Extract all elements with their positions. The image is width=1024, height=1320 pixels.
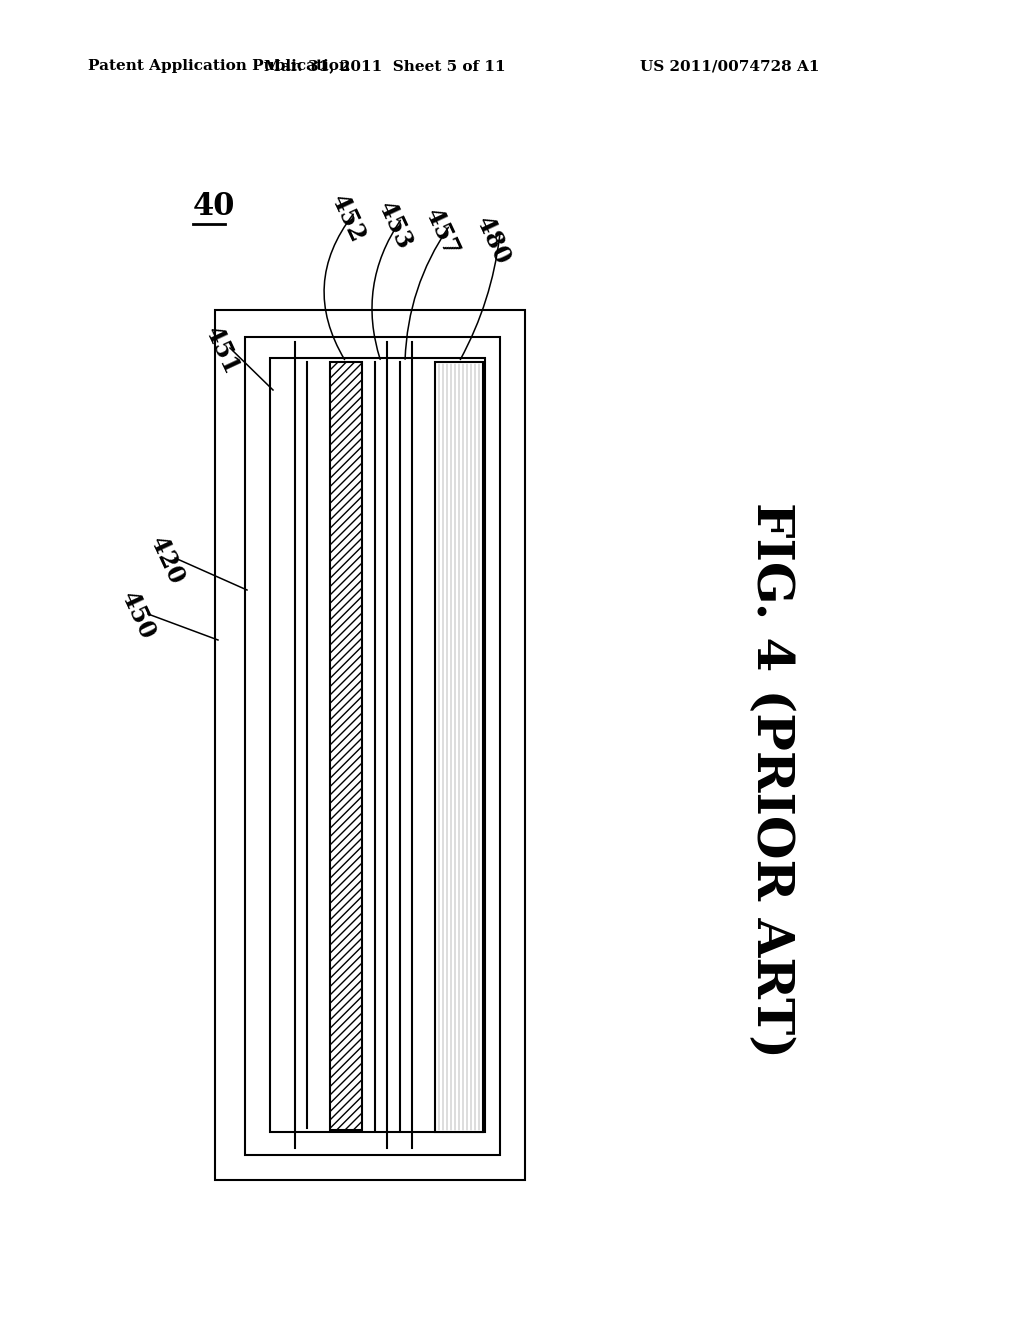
Text: FIG. 4 (PRIOR ART): FIG. 4 (PRIOR ART) <box>745 502 795 1057</box>
Text: 40: 40 <box>193 191 236 222</box>
Bar <box>435 362 483 1133</box>
Text: US 2011/0074728 A1: US 2011/0074728 A1 <box>640 59 820 73</box>
Text: Mar. 31, 2011  Sheet 5 of 11: Mar. 31, 2011 Sheet 5 of 11 <box>264 59 506 73</box>
Text: 480: 480 <box>472 213 514 268</box>
Text: 457: 457 <box>421 205 463 260</box>
Text: 450: 450 <box>117 587 160 643</box>
Text: 420: 420 <box>145 532 188 587</box>
Text: 451: 451 <box>201 322 244 378</box>
Bar <box>270 358 485 1133</box>
Bar <box>245 337 500 1155</box>
Text: Patent Application Publication: Patent Application Publication <box>88 59 350 73</box>
Text: 452: 452 <box>327 190 370 246</box>
Text: 453: 453 <box>374 198 417 252</box>
Bar <box>215 310 525 1180</box>
Bar <box>330 362 362 1130</box>
